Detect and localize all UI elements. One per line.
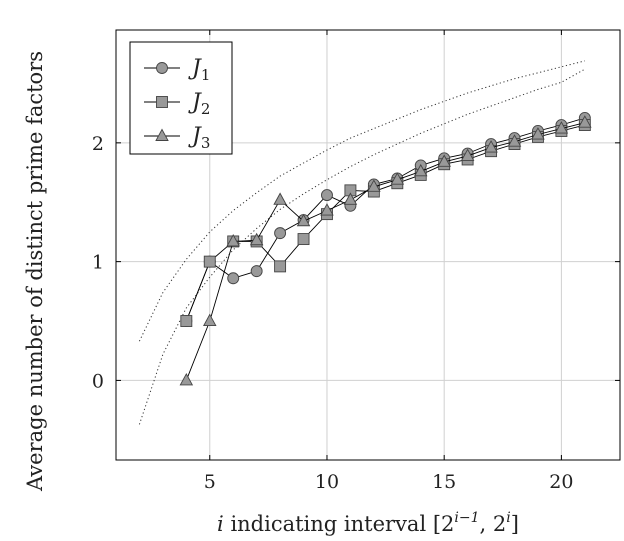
legend-item: J1 — [144, 56, 210, 84]
data-point-triangle — [343, 192, 358, 205]
series-square — [180, 119, 591, 327]
x-tick-label: 5 — [204, 471, 216, 493]
data-point-circle — [227, 272, 240, 285]
reference-curves — [138, 60, 586, 425]
series-line — [185, 117, 585, 322]
legend-marker-circle — [156, 62, 168, 74]
series-line — [185, 122, 585, 381]
legend: J1 J2 J3 — [129, 41, 233, 155]
legend-box — [129, 41, 233, 155]
series-triangle — [179, 115, 592, 386]
data-point-circle — [274, 227, 287, 240]
legend-marker-square — [156, 96, 168, 108]
legend-item: J3 — [144, 124, 210, 152]
y-tick-label: 0 — [92, 370, 104, 392]
data-point-triangle — [413, 163, 428, 177]
data-point-triangle — [554, 121, 569, 134]
x-axis-label: i indicating interval [2i−1, 2i] — [217, 510, 519, 536]
y-axis-label: Average number of distinct prime factors — [23, 51, 47, 492]
x-tick-label: 20 — [549, 471, 573, 493]
legend-label: J3 — [188, 124, 210, 152]
data-point-square — [274, 260, 287, 273]
data-point-square — [180, 315, 193, 327]
data-point-triangle — [507, 134, 522, 147]
series-circle — [180, 111, 591, 327]
y-tick-label: 2 — [92, 133, 104, 155]
series-group — [179, 111, 592, 386]
data-point-square — [297, 233, 310, 246]
data-point-circle — [250, 265, 263, 278]
axis-ticks: 5 10 15 20 0 1 2 — [92, 30, 620, 493]
reference-curve-2 — [138, 68, 586, 425]
data-point-triangle — [296, 213, 311, 227]
data-point-triangle — [437, 154, 451, 167]
legend-marker-triangle — [155, 128, 169, 141]
x-tick-label: 10 — [315, 471, 339, 493]
data-point-triangle — [531, 127, 545, 140]
data-point-triangle — [484, 140, 498, 153]
y-tick-label: 1 — [92, 252, 104, 274]
data-point-triangle — [460, 148, 475, 161]
plot-frame — [115, 29, 621, 461]
data-point-triangle — [273, 192, 287, 205]
data-point-triangle — [320, 203, 334, 216]
series-line — [185, 124, 585, 322]
data-point-triangle — [578, 115, 592, 128]
data-point-triangle — [203, 313, 217, 326]
data-point-triangle — [367, 179, 381, 192]
data-point-triangle — [226, 233, 240, 247]
legend-item: J2 — [144, 90, 210, 118]
data-point-square — [203, 255, 216, 268]
legend-label: J1 — [188, 56, 210, 84]
data-point-triangle — [179, 372, 194, 386]
data-point-triangle — [390, 172, 405, 185]
data-point-circle — [321, 189, 333, 202]
legend-label: J2 — [188, 90, 210, 118]
x-tick-label: 15 — [432, 471, 456, 493]
data-point-triangle — [249, 232, 264, 246]
